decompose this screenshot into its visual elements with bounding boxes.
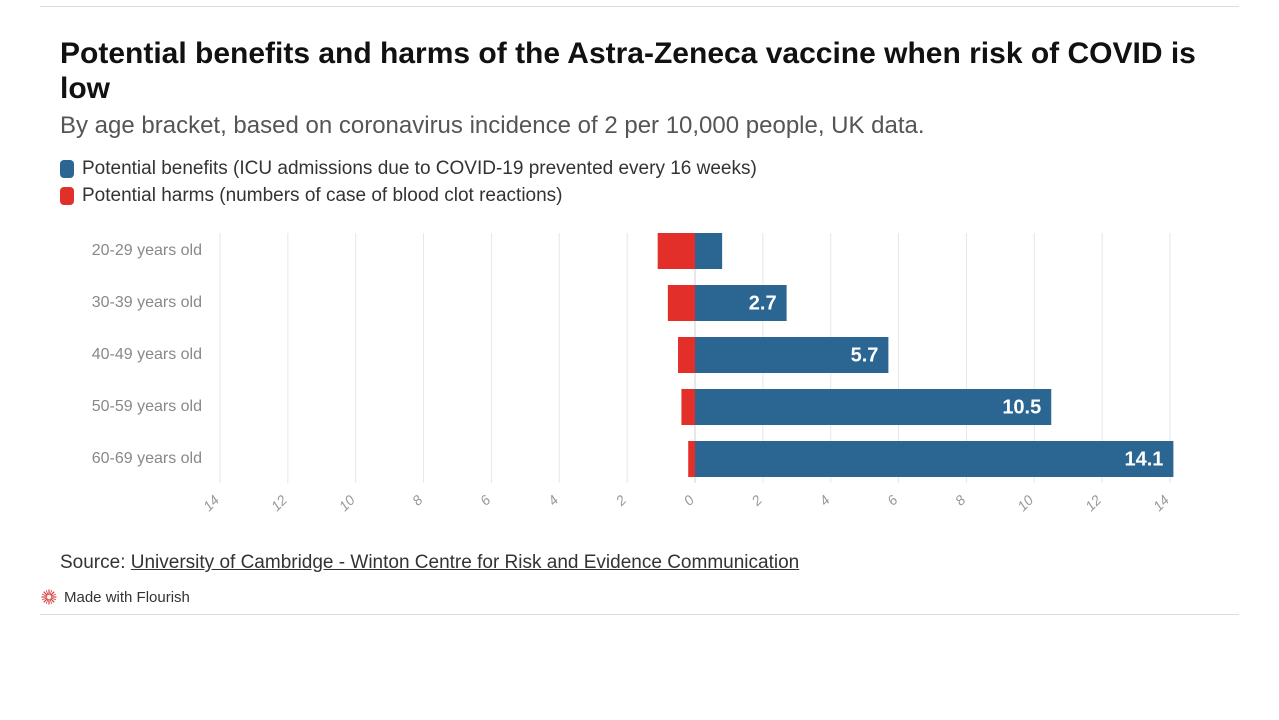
chart-title: Potential benefits and harms of the Astr… [60, 37, 1219, 106]
svg-text:8: 8 [952, 492, 969, 509]
svg-text:4: 4 [816, 492, 833, 509]
svg-text:14: 14 [1150, 492, 1172, 514]
svg-text:8: 8 [409, 492, 426, 509]
flourish-icon [40, 588, 58, 606]
chart: 14 12 10 8 6 4 2 0 2 4 6 8 10 12 14 20-29 years old 30-3… [60, 223, 1219, 528]
svg-text:6: 6 [884, 492, 901, 509]
legend-item-harms: Potential harms (numbers of case of bloo… [60, 183, 1219, 210]
source-prefix: Source: [60, 552, 131, 573]
svg-text:30-39 years old: 30-39 years old [92, 294, 202, 311]
svg-text:2.7: 2.7 [749, 292, 777, 314]
legend-swatch-harms [60, 187, 74, 205]
legend-label: Potential harms (numbers of case of bloo… [82, 183, 563, 210]
legend-item-benefits: Potential benefits (ICU admissions due t… [60, 156, 1219, 183]
svg-text:10: 10 [1014, 492, 1036, 514]
svg-text:4: 4 [545, 492, 562, 509]
svg-text:2: 2 [747, 492, 765, 510]
chart-subtitle: By age bracket, based on coronavirus inc… [60, 112, 1219, 140]
svg-text:12: 12 [1082, 492, 1104, 514]
svg-text:60-69 years old: 60-69 years old [92, 450, 202, 467]
svg-text:0: 0 [680, 492, 697, 509]
svg-text:6: 6 [477, 492, 494, 509]
legend-swatch-benefits [60, 160, 74, 178]
svg-text:14: 14 [200, 492, 222, 514]
svg-text:10.5: 10.5 [1002, 396, 1041, 418]
svg-text:2: 2 [612, 492, 630, 510]
svg-text:12: 12 [268, 492, 290, 514]
svg-text:20-29 years old: 20-29 years old [92, 242, 202, 259]
source-line: Source: University of Cambridge - Winton… [60, 552, 1219, 574]
attribution-text: Made with Flourish [64, 589, 190, 606]
svg-text:50-59 years old: 50-59 years old [92, 398, 202, 415]
attribution[interactable]: Made with Flourish [40, 588, 1239, 606]
chart-card: Potential benefits and harms of the Astr… [40, 6, 1239, 615]
svg-text:10: 10 [336, 492, 358, 514]
source-link[interactable]: University of Cambridge - Winton Centre … [131, 552, 799, 573]
svg-text:14.1: 14.1 [1124, 448, 1163, 470]
legend-label: Potential benefits (ICU admissions due t… [82, 156, 757, 183]
svg-text:5.7: 5.7 [851, 344, 879, 366]
chart-svg: 14 12 10 8 6 4 2 0 2 4 6 8 10 12 14 20-29 years old 30-3… [60, 223, 1180, 523]
svg-text:40-49 years old: 40-49 years old [92, 346, 202, 363]
legend: Potential benefits (ICU admissions due t… [60, 156, 1219, 209]
